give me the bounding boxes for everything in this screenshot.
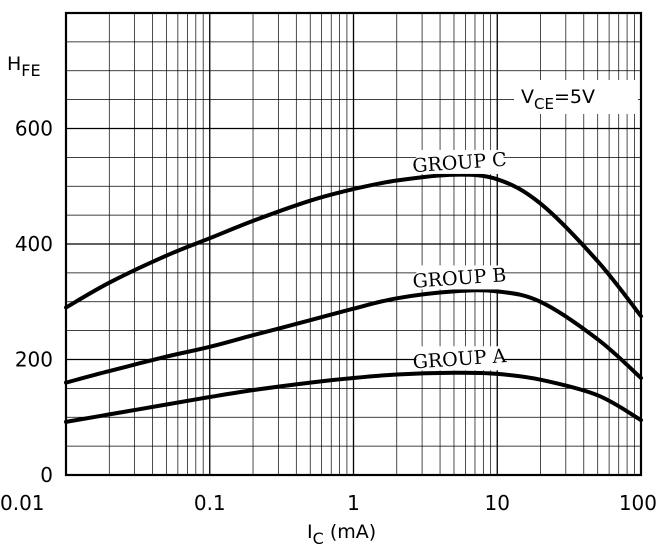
x-axis-label: IC (mA) [307, 521, 376, 548]
y-tick-label: 600 [15, 117, 53, 141]
grid [66, 13, 641, 475]
y-tick-label: 200 [15, 348, 53, 372]
series-label-bg [416, 149, 504, 174]
series-label-bg [416, 265, 504, 290]
plot-frame [64, 11, 643, 477]
y-axis-label: HFE [7, 53, 41, 80]
series-line-group-c [64, 172, 643, 319]
x-tick-label: 0.1 [194, 491, 226, 515]
svg-text:VCE=5V: VCE=5V [521, 86, 595, 113]
series-label-bg [416, 346, 504, 371]
tick-labels: 0.01 0.1 1 10 100 0 200 400 600 [0, 117, 657, 516]
y-tick-label: 400 [15, 232, 53, 256]
series-line-group-a [64, 370, 643, 424]
x-tick-label: 100 [619, 491, 657, 515]
condition-annotation: VCE=5V [514, 80, 638, 114]
x-tick-label: 1 [347, 491, 360, 515]
series-curves [64, 172, 643, 424]
x-tick-label: 10 [485, 491, 510, 515]
x-tick-label: 0.01 [0, 491, 45, 515]
series-line-group-b [64, 288, 643, 385]
y-tick-label: 0 [40, 463, 53, 487]
